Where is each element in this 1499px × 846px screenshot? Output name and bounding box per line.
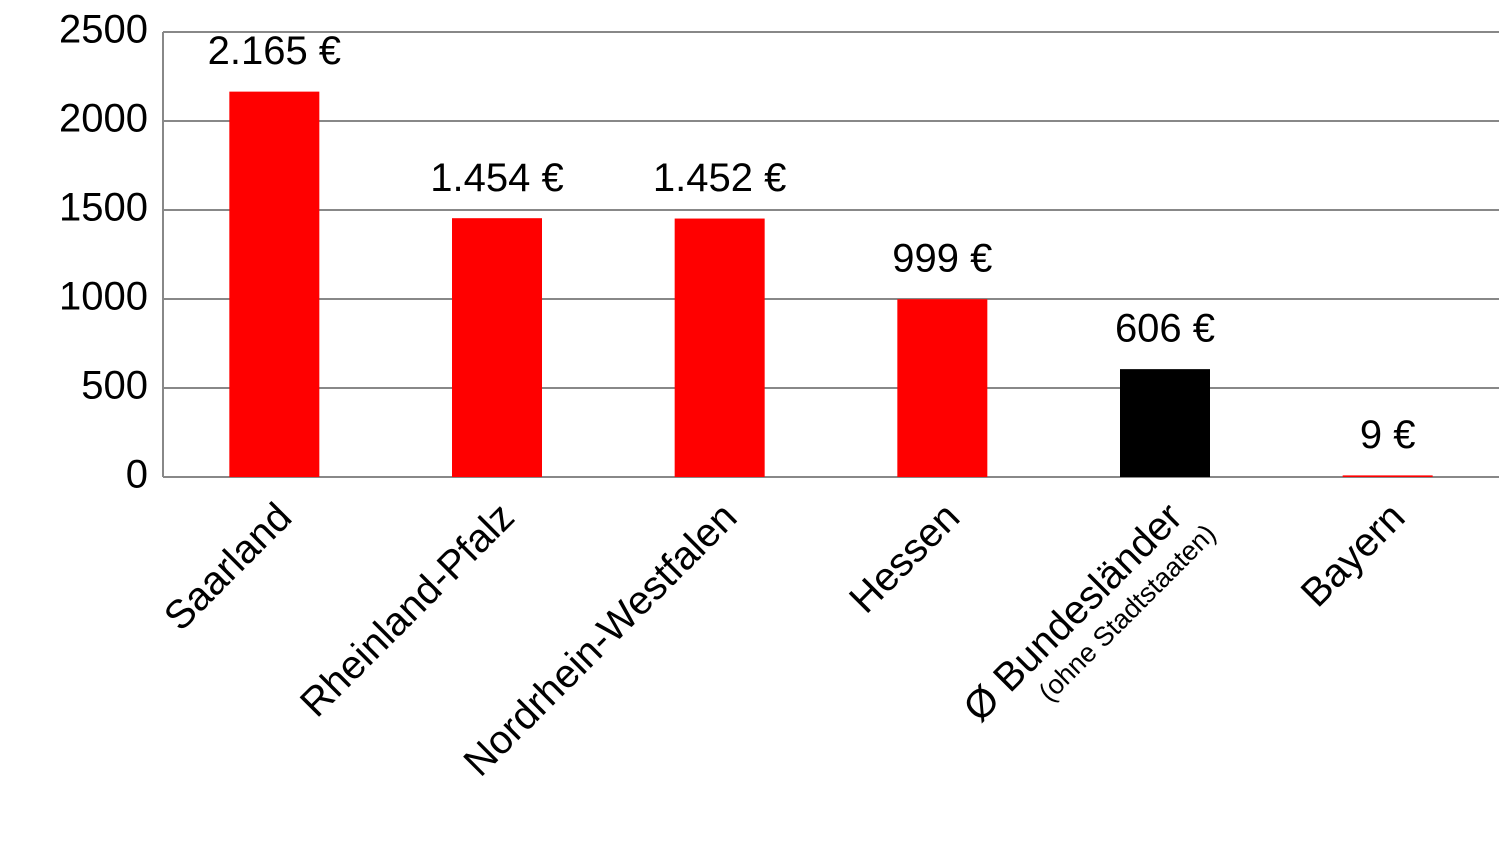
value-label: 1.454 € [430, 156, 563, 200]
x-tick: Ø Bundesländer(ohne Stadtstaaten) [955, 495, 1221, 731]
bar [452, 218, 542, 478]
y-tick-label: 2000 [59, 97, 148, 141]
y-tick-label: 1500 [59, 186, 148, 230]
x-tick: Rheinland-Pfalz [292, 495, 523, 726]
y-tick-label: 1000 [59, 275, 148, 319]
bar [897, 299, 988, 477]
x-tick: Hessen [841, 495, 968, 622]
bar [1342, 475, 1433, 477]
x-tick: Bayern [1293, 495, 1414, 616]
y-tick-label: 2500 [59, 8, 148, 52]
x-tick-label: Bayern [1293, 495, 1414, 616]
x-tick-label: Rheinland-Pfalz [292, 495, 523, 726]
bar [229, 91, 320, 477]
y-tick-label: 0 [126, 453, 148, 497]
x-tick-label: Hessen [841, 495, 968, 622]
bar [674, 218, 765, 477]
value-label: 2.165 € [208, 29, 341, 73]
value-label: 1.452 € [653, 156, 786, 200]
grid [163, 31, 1499, 478]
x-tick-label: Ø Bundesländer [955, 495, 1191, 731]
value-label: 999 € [892, 237, 992, 281]
value-label: 9 € [1360, 413, 1416, 457]
bar [1120, 369, 1210, 477]
x-tick-label: Saarland [156, 495, 300, 639]
value-label: 606 € [1115, 307, 1215, 351]
y-tick-label: 500 [81, 364, 148, 408]
x-tick: Saarland [156, 495, 300, 639]
